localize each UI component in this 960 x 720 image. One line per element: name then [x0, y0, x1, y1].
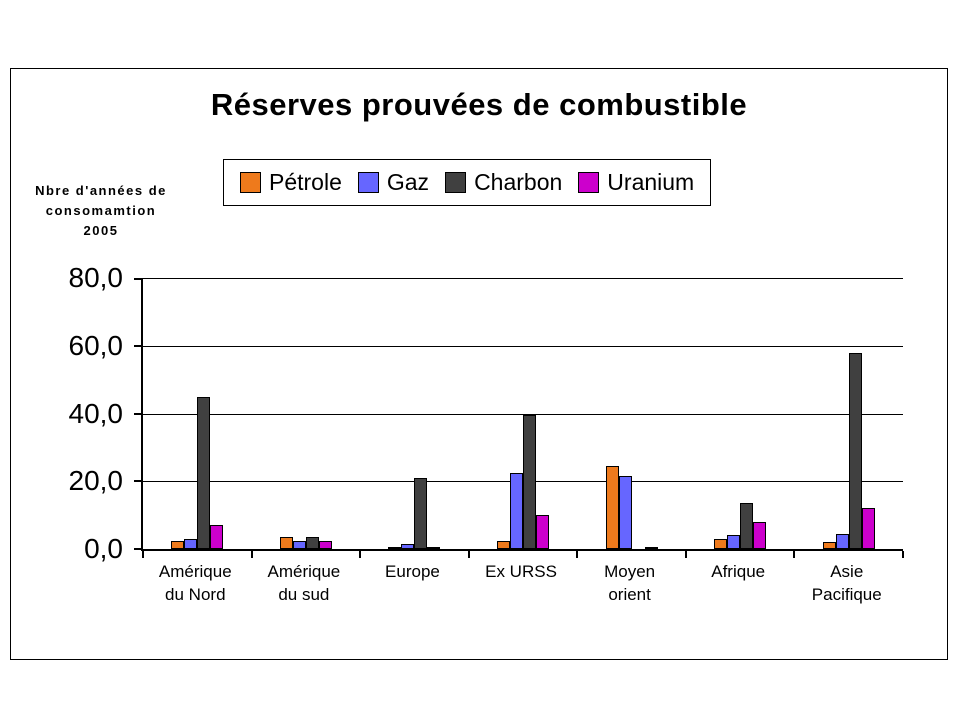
legend-label: Pétrole [269, 169, 342, 195]
y-tick-label: 60,0 [68, 330, 124, 361]
y-axis-label: Nbre d'années de consomamtion 2005 [17, 181, 185, 241]
bar-uranium [427, 547, 441, 549]
category-label: Amérique du sud [267, 562, 341, 604]
y-tick-labels: 80,0 60,0 40,0 20,0 0,0 [11, 262, 129, 564]
bar-group-amerique-du-nord [143, 278, 252, 549]
y-axis-label-line: 2005 [83, 223, 119, 239]
bar-gaz [510, 473, 524, 549]
legend-swatch-charbon [445, 172, 467, 193]
bar-gaz [727, 535, 741, 549]
bar-gaz [835, 534, 849, 549]
bar-gaz [184, 539, 198, 549]
y-axis-label-line: Nbre d'années de [35, 183, 167, 198]
category-label: Asie Pacifique [811, 562, 882, 604]
bar-petrole [714, 539, 728, 549]
bar-uranium [210, 525, 224, 549]
x-axis-tickmark [902, 551, 904, 558]
bar-petrole [822, 542, 836, 549]
y-axis-tickmark [134, 345, 141, 347]
x-axis-tickmark [793, 551, 795, 558]
x-axis-tickmark [576, 551, 578, 558]
bar-charbon [305, 537, 319, 549]
bars [143, 278, 903, 549]
bar-charbon [848, 353, 862, 549]
bar-group-afrique [686, 278, 795, 549]
bar-charbon [197, 397, 211, 549]
y-axis-tickmark [134, 413, 141, 415]
bar-gaz [401, 544, 415, 549]
legend-label: Uranium [607, 169, 695, 195]
y-tick-label: 0,0 [84, 533, 123, 564]
bar-charbon [523, 415, 537, 549]
legend: Pétrole Gaz Charbon Uranium [223, 159, 712, 206]
bar-group-europe [360, 278, 469, 549]
category-label: Moyen orient [604, 562, 656, 604]
x-axis-tickmark [251, 551, 253, 558]
category-label: Afrique [711, 562, 766, 581]
bar-petrole [279, 537, 293, 549]
y-tick-label: 40,0 [68, 398, 124, 429]
legend-item-uranium: Uranium [578, 169, 694, 196]
bar-petrole [388, 547, 402, 549]
legend-swatch-petrole [240, 172, 261, 193]
bar-petrole [605, 466, 619, 549]
bar-group-moyen-orient [577, 278, 686, 549]
y-axis-tickmark [134, 278, 141, 280]
x-axis-tickmark [685, 551, 687, 558]
bar-group-asie-pacifique [794, 278, 903, 549]
bar-uranium [318, 541, 332, 549]
legend-item-petrole: Pétrole [240, 169, 342, 196]
legend-item-charbon: Charbon [445, 169, 562, 196]
bar-gaz [618, 476, 632, 549]
bar-uranium [861, 508, 875, 549]
y-axis-label-line: consomamtion [45, 203, 157, 219]
category-labels: Amérique du Nord Amérique du sud Europe Ex … [141, 561, 901, 607]
legend-swatch-gaz [357, 172, 379, 193]
gridline [143, 414, 903, 415]
bar-charbon [740, 503, 754, 549]
y-tick-label: 80,0 [68, 262, 124, 293]
category-label: Amérique du Nord [158, 562, 232, 604]
bar-uranium [536, 515, 550, 549]
gridline [143, 278, 903, 279]
bar-petrole [497, 541, 511, 549]
bar-petrole [171, 541, 185, 549]
y-axis-tickmark [134, 548, 141, 550]
bar-gaz [292, 541, 306, 549]
legend-swatch-uranium [578, 172, 600, 193]
gridline [143, 346, 903, 347]
legend-item-gaz: Gaz [357, 169, 430, 196]
category-label: Europe [385, 562, 440, 581]
x-axis-tickmark [142, 551, 144, 558]
slide-frame: Réserves prouvées de combustible Pétrole… [10, 68, 948, 660]
bar-group-ex-urss [469, 278, 578, 549]
legend-label: Gaz [386, 169, 430, 195]
chart-title: Réserves prouvées de combustible [210, 87, 748, 122]
bar-group-amerique-du-sud [252, 278, 361, 549]
y-tick-label: 20,0 [68, 465, 124, 496]
x-axis-tickmark [468, 551, 470, 558]
y-axis-tickmark [134, 480, 141, 482]
bar-charbon [414, 478, 428, 549]
x-axis-tickmark [359, 551, 361, 558]
category-label: Ex URSS [485, 562, 557, 581]
plot-area [134, 278, 904, 558]
bar-uranium [753, 522, 767, 549]
legend-label: Charbon [474, 169, 563, 195]
bar-uranium [644, 547, 658, 549]
